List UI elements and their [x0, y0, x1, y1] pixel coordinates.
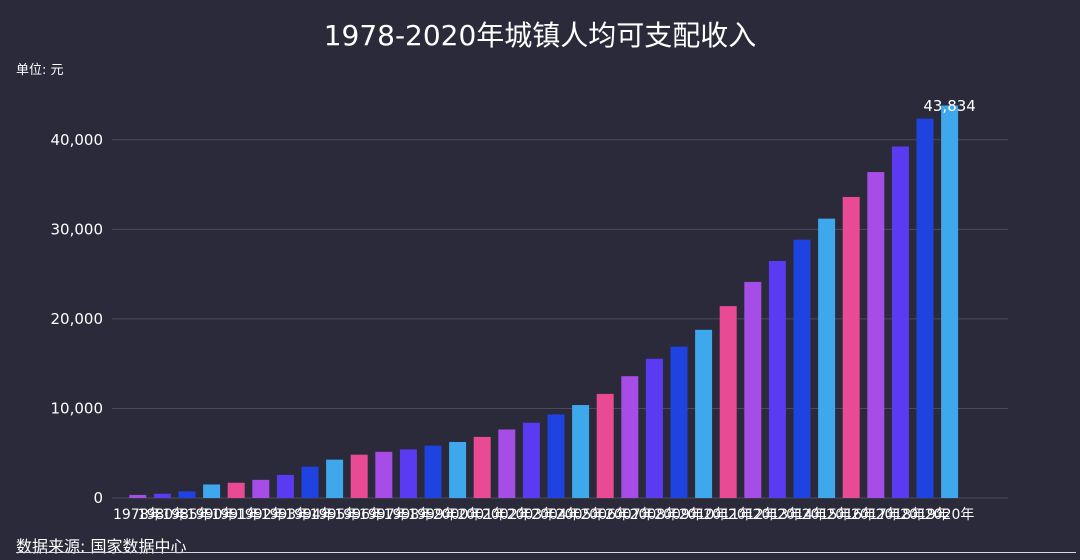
bar [891, 146, 909, 499]
x-tick-label: 2007年 [605, 507, 655, 523]
bar [621, 376, 639, 498]
bar [227, 482, 245, 498]
bar [301, 466, 319, 498]
y-tick-label: 0 [93, 489, 103, 507]
x-tick-label: 2003年 [507, 507, 557, 523]
bar [276, 474, 294, 498]
x-tick-label: 1996年 [334, 507, 384, 523]
x-tick-label: 2018年 [876, 507, 926, 523]
bar [916, 118, 934, 499]
bar [498, 429, 516, 498]
y-axis-ticks: 0 10,000 20,000 30,000 40,000 [51, 131, 104, 507]
bar [793, 239, 811, 498]
x-tick-label: 2010年 [679, 507, 729, 523]
x-tick-label: 2017年 [851, 507, 901, 523]
bar [719, 306, 737, 498]
bar [744, 281, 762, 498]
source-label: 数据来源: 国家数据中心 [16, 537, 187, 556]
x-tick-label: 1991年 [211, 507, 261, 523]
y-tick-label: 10,000 [51, 399, 104, 417]
x-axis-ticks: 1978年1980年1985年1990年1991年1992年1993年1994年… [113, 507, 974, 523]
bar [399, 449, 417, 498]
bar [818, 218, 836, 498]
x-tick-label: 1997年 [359, 507, 409, 523]
x-tick-label: 2020年 [925, 507, 975, 523]
x-tick-label: 2009年 [654, 507, 704, 523]
x-tick-label: 2012年 [728, 507, 778, 523]
bar [252, 479, 270, 498]
unit-label: 单位: 元 [16, 63, 64, 78]
x-tick-label: 1990年 [187, 507, 237, 523]
bar [326, 459, 344, 498]
bar [178, 491, 196, 498]
x-tick-label: 1994年 [285, 507, 335, 523]
x-tick-label: 2011年 [703, 507, 753, 523]
x-tick-label: 1980年 [138, 507, 188, 523]
x-tick-label: 1998年 [384, 507, 434, 523]
x-tick-label: 1995年 [310, 507, 360, 523]
bar [645, 358, 663, 498]
bar [449, 441, 467, 498]
x-tick-label: 2019年 [900, 507, 950, 523]
x-tick-label: 2008年 [630, 507, 680, 523]
bar [941, 105, 959, 499]
bar [695, 329, 713, 498]
source-underline [16, 552, 1076, 553]
bar [129, 494, 147, 498]
y-tick-label: 30,000 [51, 220, 104, 238]
bar [572, 405, 590, 498]
x-tick-label: 2013年 [753, 507, 803, 523]
x-tick-label: 1978年 [113, 507, 163, 523]
x-tick-label: 1999年 [408, 507, 458, 523]
bar [768, 260, 786, 498]
bar [424, 445, 442, 498]
bar [203, 484, 221, 498]
bar-value-label: 43,834 [923, 97, 976, 115]
x-tick-label: 2005年 [556, 507, 606, 523]
x-tick-label: 2006年 [580, 507, 630, 523]
x-tick-label: 2004年 [531, 507, 581, 523]
y-tick-label: 40,000 [51, 131, 104, 149]
x-tick-label: 1993年 [261, 507, 311, 523]
x-tick-label: 2016年 [826, 507, 876, 523]
x-tick-label: 1985年 [162, 507, 212, 523]
bar [153, 493, 171, 498]
bar [473, 436, 491, 498]
x-tick-label: 2001年 [457, 507, 507, 523]
value-labels: 43,834 [923, 97, 976, 115]
y-tick-label: 20,000 [51, 310, 104, 328]
x-tick-label: 2015年 [802, 507, 852, 523]
bar [522, 422, 540, 498]
bar [596, 393, 614, 498]
bar [842, 196, 860, 498]
x-tick-label: 2000年 [433, 507, 483, 523]
bar [350, 454, 368, 498]
x-tick-label: 1992年 [236, 507, 286, 523]
bar [670, 346, 688, 498]
chart-title: 1978-2020年城镇人均可支配收入 [323, 19, 757, 52]
bar [547, 414, 565, 498]
x-tick-label: 2002年 [482, 507, 532, 523]
bar [867, 172, 885, 499]
bar [375, 451, 393, 498]
bars [129, 105, 959, 499]
x-tick-label: 2014年 [777, 507, 827, 523]
